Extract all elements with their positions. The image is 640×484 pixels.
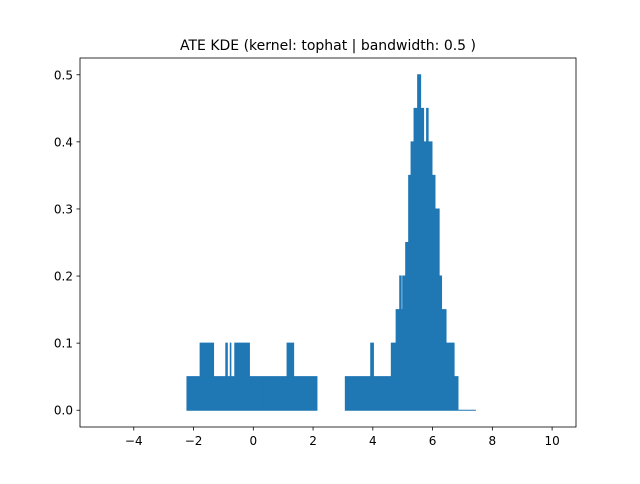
x-tick-label: 0 xyxy=(249,434,257,448)
y-tick-label: 0.1 xyxy=(54,337,73,351)
y-tick-label: 0.2 xyxy=(54,270,73,284)
kde-area-segment-2 xyxy=(344,74,476,411)
x-axis: −4 −2 0 2 4 6 8 10 xyxy=(125,427,560,448)
plot-area xyxy=(186,74,476,411)
x-tick-label: 6 xyxy=(429,434,437,448)
y-tick-label: 0.4 xyxy=(54,135,73,149)
x-tick-label: 10 xyxy=(544,434,559,448)
x-tick-label: 2 xyxy=(309,434,317,448)
y-tick-label: 0.3 xyxy=(54,202,73,216)
kde-area-segment-1 xyxy=(186,342,318,411)
x-tick-label: −2 xyxy=(185,434,203,448)
x-tick-label: −4 xyxy=(125,434,143,448)
axes-frame xyxy=(79,57,577,428)
chart-title: ATE KDE (kernel: tophat | bandwidth: 0.5… xyxy=(180,38,476,54)
x-tick-label: 4 xyxy=(369,434,377,448)
y-tick-label: 0.0 xyxy=(54,404,73,418)
y-axis: 0.0 0.1 0.2 0.3 0.4 0.5 xyxy=(54,68,80,418)
y-tick-label: 0.5 xyxy=(54,68,73,82)
x-tick-label: 8 xyxy=(489,434,497,448)
